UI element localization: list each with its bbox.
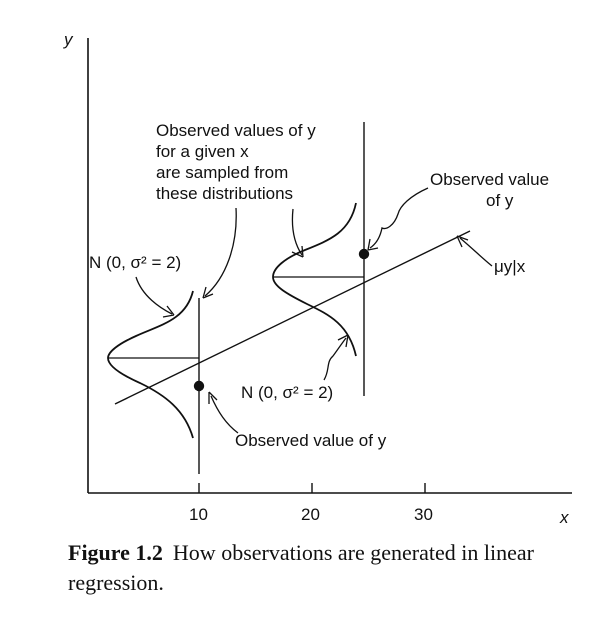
normal-curve-right: [272, 202, 357, 357]
y-axis-label: y: [63, 30, 74, 49]
x-axis-label: x: [559, 508, 569, 527]
arrow-observed-values-right: [291, 208, 304, 258]
annotation-observed-values-4: these distributions: [156, 184, 293, 203]
observed-point-x25: [358, 248, 370, 260]
annotation-dist-right: N (0, σ² = 2): [241, 383, 333, 402]
arrow-observed-values-left: [202, 207, 237, 299]
x-tick-label-30: 30: [414, 505, 433, 524]
arrow-observed-value-bottom: [208, 391, 239, 434]
annotation-dist-left: N (0, σ² = 2): [89, 253, 181, 272]
arrow-mean-line: [456, 235, 493, 267]
annotation-observed-value-right-1: Observed value: [430, 170, 549, 189]
x-tick-label-10: 10: [189, 505, 208, 524]
annotation-observed-value-right-2: of y: [486, 191, 514, 210]
x-tick-label-20: 20: [301, 505, 320, 524]
figure-caption: Figure 1.2 How observations are generated…: [68, 538, 598, 598]
annotation-observed-values-1: Observed values of y: [156, 121, 316, 140]
arrow-dist-right: [323, 334, 349, 381]
normal-curve-left: [107, 290, 194, 439]
figure-caption-label: Figure 1.2: [68, 540, 163, 565]
figure-caption-text: How observations are generated in linear…: [68, 540, 534, 595]
arrow-dist-left: [135, 276, 175, 318]
observed-point-x10: [193, 380, 205, 392]
annotation-mean-line: μy|x: [494, 257, 526, 276]
mean-line: [114, 230, 471, 405]
annotation-observed-values-3: are sampled from: [156, 163, 288, 182]
annotation-observed-value-bottom: Observed value of y: [235, 431, 387, 450]
arrow-observed-value-right: [367, 187, 429, 251]
annotation-observed-values-2: for a given x: [156, 142, 249, 161]
